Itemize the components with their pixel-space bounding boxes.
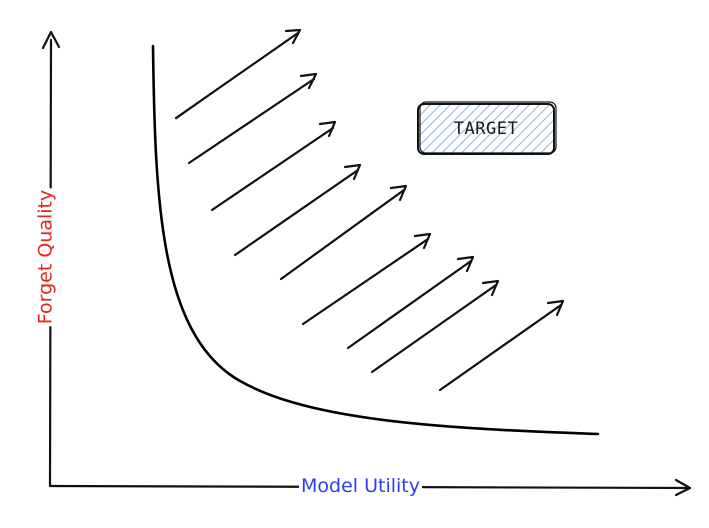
arrow xyxy=(438,299,565,392)
target-label: TARGET xyxy=(453,119,519,139)
pareto-curve xyxy=(151,44,600,436)
arrow xyxy=(346,255,475,350)
arrow xyxy=(233,163,362,257)
arrow xyxy=(187,72,318,165)
arrow xyxy=(370,279,500,374)
arrow xyxy=(279,184,408,281)
y-axis-label: Forget Quality xyxy=(34,187,57,327)
improvement-arrows xyxy=(174,28,565,392)
arrow xyxy=(301,232,432,326)
arrow xyxy=(174,28,302,120)
target-box xyxy=(417,101,557,155)
arrow xyxy=(210,120,337,212)
x-axis-label: Model Utility xyxy=(299,475,422,497)
